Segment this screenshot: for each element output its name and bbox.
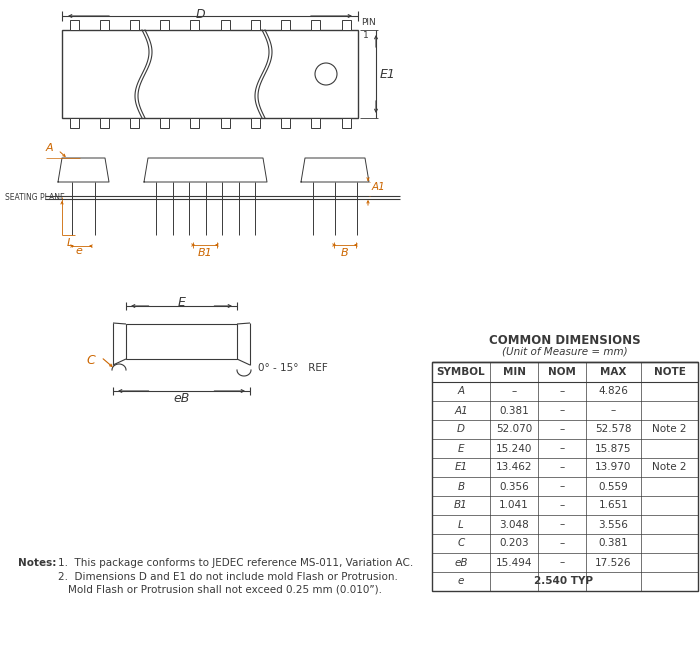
Text: 1.041: 1.041: [499, 500, 529, 511]
Text: B1: B1: [197, 248, 212, 258]
Text: 0.356: 0.356: [499, 482, 529, 491]
Text: 13.970: 13.970: [595, 463, 631, 472]
Text: A: A: [46, 143, 54, 153]
Text: 15.494: 15.494: [496, 557, 532, 567]
Text: e: e: [458, 576, 464, 587]
Text: 52.578: 52.578: [595, 424, 631, 434]
Text: 17.526: 17.526: [595, 557, 631, 567]
Text: 15.875: 15.875: [595, 443, 631, 454]
Bar: [99, 20, 108, 30]
Text: MIN: MIN: [503, 367, 526, 377]
Text: eB: eB: [174, 391, 190, 404]
Bar: [130, 20, 139, 30]
Polygon shape: [58, 158, 109, 182]
Bar: [99, 118, 108, 128]
Bar: [312, 20, 321, 30]
Bar: [312, 118, 321, 128]
Text: Notes:: Notes:: [18, 558, 57, 568]
Bar: [130, 118, 139, 128]
Text: E: E: [458, 443, 464, 454]
Text: 0° - 15°   REF: 0° - 15° REF: [258, 363, 328, 373]
Text: B: B: [341, 248, 349, 258]
Bar: [281, 118, 290, 128]
Text: A1: A1: [372, 182, 386, 192]
Bar: [62, 30, 358, 118]
Bar: [69, 118, 78, 128]
Bar: [160, 20, 169, 30]
Text: –: –: [559, 424, 565, 434]
Text: –: –: [559, 387, 565, 397]
Text: L: L: [67, 238, 74, 248]
Text: NOM: NOM: [548, 367, 576, 377]
Text: C: C: [86, 354, 95, 367]
Text: COMMON DIMENSIONS: COMMON DIMENSIONS: [489, 334, 640, 347]
Text: PIN: PIN: [361, 18, 376, 27]
Text: 3.556: 3.556: [598, 519, 629, 530]
Bar: [190, 118, 199, 128]
Text: 2.  Dimensions D and E1 do not include mold Flash or Protrusion.: 2. Dimensions D and E1 do not include mo…: [58, 572, 398, 582]
Text: (Unit of Measure = mm): (Unit of Measure = mm): [502, 347, 628, 357]
Text: –: –: [559, 500, 565, 511]
Text: NOTE: NOTE: [654, 367, 685, 377]
Bar: [69, 20, 78, 30]
Text: 15.240: 15.240: [496, 443, 532, 454]
Bar: [160, 118, 169, 128]
Bar: [251, 118, 260, 128]
Text: –: –: [559, 406, 565, 415]
Bar: [190, 20, 199, 30]
Text: E: E: [178, 297, 186, 310]
Text: SYMBOL: SYMBOL: [437, 367, 485, 377]
Text: B1: B1: [454, 500, 468, 511]
Text: B: B: [457, 482, 465, 491]
Text: Note 2: Note 2: [652, 424, 687, 434]
Text: 4.826: 4.826: [598, 387, 629, 397]
Text: –: –: [559, 539, 565, 548]
Text: Note 2: Note 2: [652, 463, 687, 472]
Text: 0.381: 0.381: [499, 406, 529, 415]
Text: 0.559: 0.559: [598, 482, 629, 491]
Text: A1: A1: [454, 406, 468, 415]
Bar: [126, 324, 237, 359]
Bar: [432, 362, 698, 591]
Text: E1: E1: [380, 67, 396, 80]
Text: 1.  This package conforms to JEDEC reference MS-011, Variation AC.: 1. This package conforms to JEDEC refere…: [58, 558, 413, 568]
Text: C: C: [457, 539, 465, 548]
Text: –: –: [559, 519, 565, 530]
Bar: [342, 20, 351, 30]
Text: –: –: [559, 443, 565, 454]
Text: eB: eB: [454, 557, 468, 567]
Text: Mold Flash or Protrusion shall not exceed 0.25 mm (0.010”).: Mold Flash or Protrusion shall not excee…: [68, 585, 382, 595]
Polygon shape: [301, 158, 369, 182]
Text: 0.203: 0.203: [499, 539, 528, 548]
Polygon shape: [144, 158, 267, 182]
Text: SEATING PLANE: SEATING PLANE: [5, 193, 64, 201]
Bar: [432, 362, 698, 382]
Text: D: D: [195, 8, 205, 21]
Text: 52.070: 52.070: [496, 424, 532, 434]
Text: E1: E1: [454, 463, 468, 472]
Text: L: L: [458, 519, 464, 530]
Text: –: –: [559, 482, 565, 491]
Text: –: –: [559, 557, 565, 567]
Text: 13.462: 13.462: [496, 463, 532, 472]
Bar: [220, 118, 230, 128]
Bar: [220, 20, 230, 30]
Text: –: –: [512, 387, 517, 397]
Text: D: D: [457, 424, 465, 434]
Text: 2.540 TYP: 2.540 TYP: [534, 576, 594, 587]
Text: 1: 1: [363, 31, 369, 40]
Text: A: A: [457, 387, 465, 397]
Text: –: –: [611, 406, 616, 415]
Text: e: e: [76, 246, 83, 256]
Bar: [281, 20, 290, 30]
Text: 0.381: 0.381: [598, 539, 629, 548]
Bar: [342, 118, 351, 128]
Text: –: –: [559, 463, 565, 472]
Bar: [251, 20, 260, 30]
Text: 1.651: 1.651: [598, 500, 629, 511]
Text: MAX: MAX: [601, 367, 626, 377]
Text: 3.048: 3.048: [499, 519, 529, 530]
